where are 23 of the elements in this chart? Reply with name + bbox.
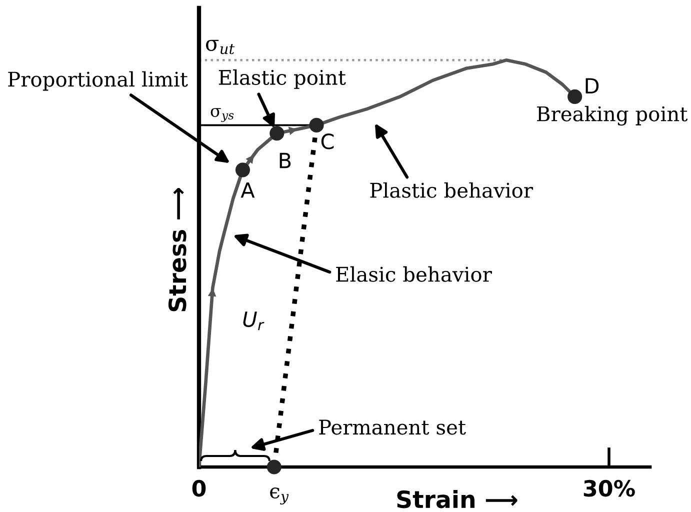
point [266, 460, 282, 474]
y-axis-title: Stress ⟶ [168, 188, 186, 312]
annotation: Permanent set [319, 420, 466, 435]
x-tick-label: 0 [192, 480, 206, 497]
point [309, 118, 324, 132]
annotation: ϵ$_{y}$ [270, 487, 289, 504]
annotation: A [240, 182, 255, 198]
point [235, 162, 250, 178]
annotation: Plastic behavior [370, 182, 534, 198]
annotation: Elastic point [218, 69, 346, 89]
annotation: B [280, 152, 291, 168]
point [270, 126, 284, 141]
ref-line-label: σ$_{ys}$ [210, 108, 234, 122]
annotation: D [586, 78, 599, 94]
annotation: Breaking point [537, 106, 688, 126]
annotation: Elasic behavior [336, 266, 492, 282]
annotation: C [321, 134, 334, 150]
annotation: U$_{r}$ [243, 312, 264, 330]
point [568, 89, 582, 104]
x-axis-title: Strain ⟶ [397, 490, 518, 508]
x-tick-label: 30% [584, 480, 635, 497]
ref-line-label: σ$_{ut}$ [206, 40, 235, 54]
text: Proportional limit [8, 71, 188, 91]
